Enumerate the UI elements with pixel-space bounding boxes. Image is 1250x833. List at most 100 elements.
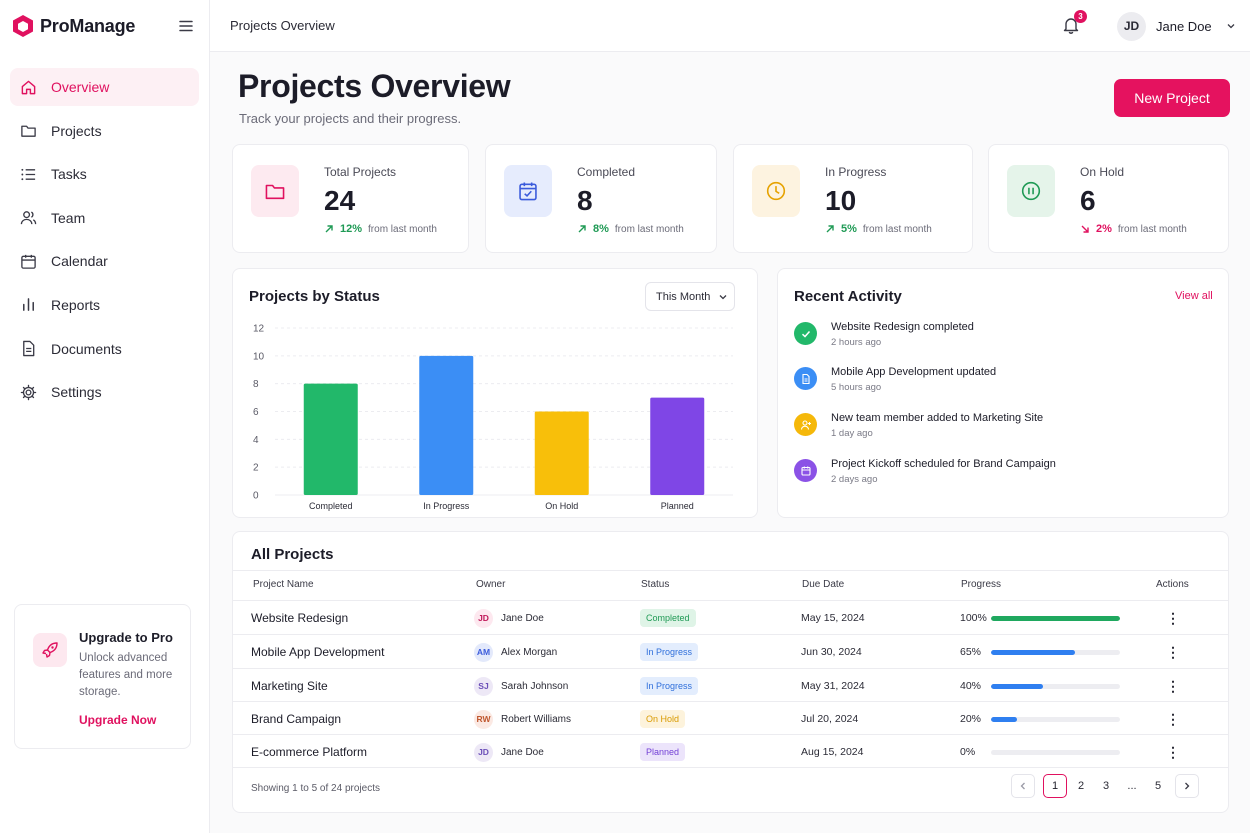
notifications-button[interactable]: 3: [1062, 10, 1087, 36]
page-button-5[interactable]: 5: [1154, 780, 1162, 792]
table-row[interactable]: Website Redesign JD Jane Doe Completed M…: [233, 600, 1228, 634]
due-date: Jul 20, 2024: [801, 713, 859, 725]
activity-item[interactable]: Website Redesign completed 2 hours ago: [794, 317, 1194, 357]
stat-change-note: from last month: [614, 223, 684, 235]
activity-title: Recent Activity: [794, 288, 902, 305]
table-row[interactable]: Marketing Site SJ Sarah Johnson In Progr…: [233, 668, 1228, 702]
column-header-owner[interactable]: Owner: [476, 579, 506, 590]
activity-time: 2 days ago: [831, 474, 878, 485]
stat-label: Total Projects: [324, 165, 397, 179]
table-title: All Projects: [251, 546, 334, 563]
status-cell: In Progress: [640, 669, 699, 703]
sidebar-item-team[interactable]: Team: [10, 199, 199, 237]
owner-avatar: AM: [474, 642, 493, 662]
activity-item[interactable]: New team member added to Marketing Site …: [794, 408, 1194, 448]
arrow-up-right-icon: [578, 225, 586, 233]
activity-item[interactable]: Mobile App Development updated 5 hours a…: [794, 362, 1194, 402]
projects-by-status-card: Projects by Status This Month 0 2 4 6 8 10 12 C…: [232, 268, 758, 518]
upgrade-now-link[interactable]: Upgrade Now: [79, 713, 157, 727]
breadcrumb[interactable]: Projects Overview: [230, 18, 335, 33]
owner-avatar: JD: [474, 608, 493, 628]
progress-cell: 65%: [960, 635, 1120, 669]
page-ellipsis: ...: [1127, 780, 1137, 792]
y-tick-label: 4: [253, 435, 259, 446]
table-row[interactable]: Brand Campaign RW Robert Williams On Hol…: [233, 701, 1228, 735]
document-icon: [19, 340, 37, 358]
prev-page-button[interactable]: [1011, 774, 1035, 798]
column-header-due-date[interactable]: Due Date: [802, 579, 845, 590]
progress-bar: [991, 615, 1120, 621]
bar-on-hold: [534, 411, 589, 495]
sidebar-item-documents[interactable]: Documents: [10, 330, 199, 368]
row-actions-button[interactable]: ⋮: [1166, 609, 1180, 626]
project-name[interactable]: Website Redesign: [251, 611, 349, 625]
user-name: Jane Doe: [1156, 18, 1212, 34]
avatar: JD: [1117, 11, 1146, 41]
brand[interactable]: ProManage: [12, 13, 135, 39]
stat-change: 12% from last month: [324, 223, 437, 235]
activity-item[interactable]: Project Kickoff scheduled for Brand Camp…: [794, 454, 1194, 494]
progress-fill: [991, 716, 1017, 722]
period-select[interactable]: This Month: [645, 282, 735, 311]
stat-card-completed: Completed 8 8% from last month: [485, 144, 717, 253]
owner-cell: RW Robert Williams: [474, 702, 571, 736]
project-name[interactable]: Brand Campaign: [251, 712, 342, 726]
activity-title-text: Project Kickoff scheduled for Brand Camp…: [831, 458, 1056, 470]
column-header-progress[interactable]: Progress: [961, 579, 1002, 590]
column-header-status[interactable]: Status: [641, 579, 670, 590]
x-tick-label: In Progress: [423, 501, 470, 511]
owner-avatar: JD: [474, 742, 493, 762]
user-menu[interactable]: JD Jane Doe: [1117, 11, 1236, 41]
column-header-project-name[interactable]: Project Name: [253, 579, 314, 590]
stat-value: 6: [1080, 185, 1096, 216]
owner-cell: SJ Sarah Johnson: [474, 669, 568, 703]
notification-badge: 3: [1074, 10, 1087, 23]
sidebar-item-calendar[interactable]: Calendar: [10, 242, 199, 280]
row-actions-button[interactable]: ⋮: [1166, 743, 1180, 760]
x-tick-label: Planned: [661, 501, 694, 511]
sidebar-item-reports[interactable]: Reports: [10, 286, 199, 324]
sidebar-item-tasks[interactable]: Tasks: [10, 155, 199, 193]
status-badge: Planned: [640, 743, 686, 761]
new-project-button[interactable]: New Project: [1114, 79, 1230, 117]
table-row[interactable]: Mobile App Development AM Alex Morgan In…: [233, 634, 1228, 668]
sidebar-item-overview[interactable]: Overview: [10, 68, 199, 106]
sidebar-item-label: Projects: [51, 122, 102, 139]
project-name[interactable]: E-commerce Platform: [251, 745, 368, 759]
page-button-1[interactable]: 1: [1043, 774, 1067, 798]
document-icon: [794, 367, 817, 390]
stat-change: 5% from last month: [825, 223, 932, 235]
progress-percent: 65%: [960, 646, 982, 658]
activity-title-text: New team member added to Marketing Site: [831, 412, 1044, 424]
list-icon: [19, 165, 37, 183]
row-actions-button[interactable]: ⋮: [1166, 710, 1180, 727]
sidebar-item-settings[interactable]: Settings: [10, 373, 199, 411]
upgrade-card: Upgrade to Pro Unlock advanced features …: [14, 604, 191, 749]
project-name[interactable]: Marketing Site: [251, 679, 328, 693]
row-actions-button[interactable]: ⋮: [1166, 643, 1180, 660]
progress-cell: 20%: [960, 702, 1120, 736]
project-name[interactable]: Mobile App Development: [251, 645, 385, 659]
page-button-3[interactable]: 3: [1102, 780, 1110, 792]
owner-name: Jane Doe: [501, 612, 544, 624]
view-all-link[interactable]: View all: [1175, 290, 1213, 302]
x-tick-label: On Hold: [545, 501, 578, 511]
menu-icon[interactable]: [178, 18, 194, 34]
stat-change-note: from last month: [368, 223, 437, 235]
arrow-up-right-icon: [826, 225, 834, 233]
owner-cell: JD Jane Doe: [474, 601, 544, 635]
sidebar-item-projects[interactable]: Projects: [10, 112, 199, 150]
bar-chart: 0 2 4 6 8 10 12 Completed In Progress On Hold Plan…: [253, 324, 733, 511]
stat-change: 2% from last month: [1080, 223, 1187, 235]
owner-name: Alex Morgan: [501, 646, 558, 658]
bar-chart-icon: [19, 296, 37, 314]
activity-time: 2 hours ago: [831, 337, 882, 348]
next-page-button[interactable]: [1175, 774, 1199, 798]
row-actions-button[interactable]: ⋮: [1166, 677, 1180, 694]
table-row[interactable]: E-commerce Platform JD Jane Doe Planned …: [233, 734, 1228, 768]
activity-title-text: Mobile App Development updated: [831, 366, 997, 378]
progress-cell: 0%: [960, 735, 1120, 769]
stat-change-value: 12%: [340, 223, 363, 235]
page-button-2[interactable]: 2: [1077, 780, 1085, 792]
sidebar-item-label: Documents: [51, 340, 122, 357]
